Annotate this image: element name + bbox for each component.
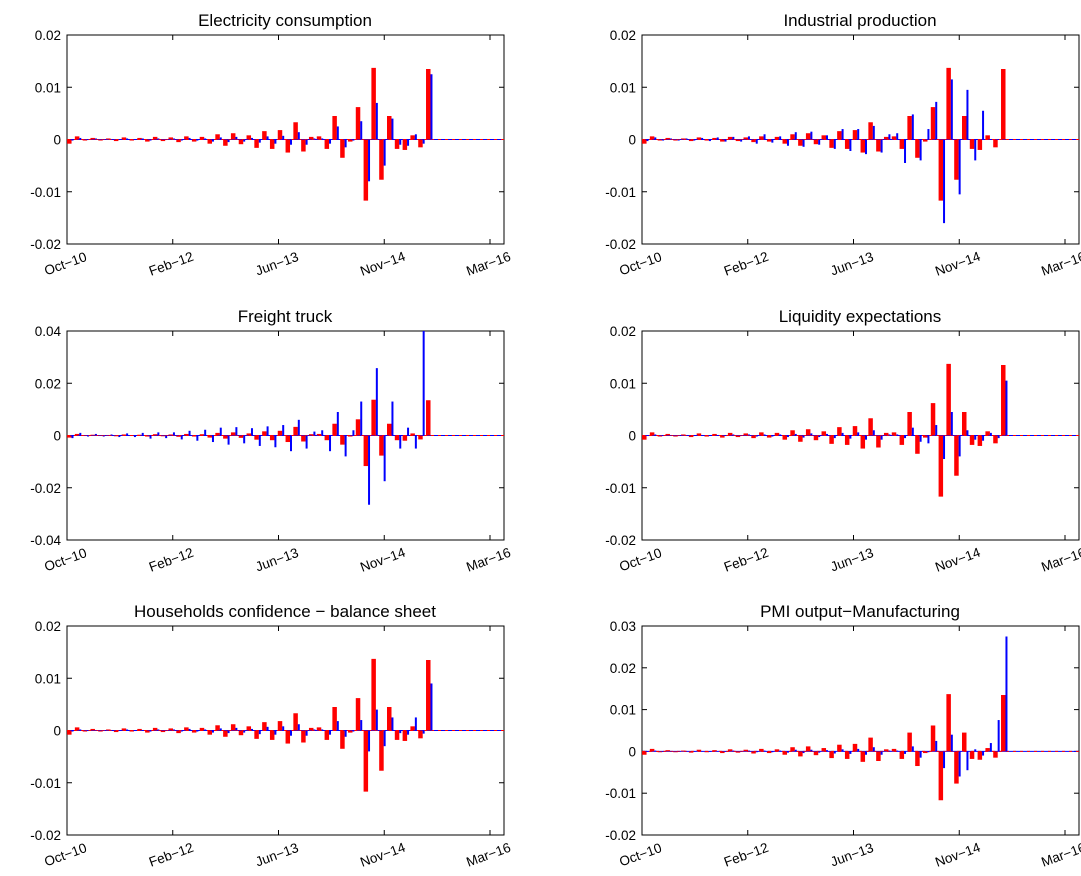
- chart-2: Industrial production -0.02 -0.01 0 0.01 0.0…: [605, 11, 1081, 279]
- x-tick-label: Feb−12: [147, 249, 196, 279]
- y-tick-label: -0.01: [605, 481, 636, 496]
- y-tick-label: -0.02: [605, 237, 636, 252]
- x-tick-label: Nov−14: [933, 840, 983, 870]
- chart-4: Liquidity expectations -0.02 -0.01 0 0.01 0.…: [605, 307, 1081, 575]
- x-tick-label: Feb−12: [722, 249, 771, 279]
- x-tick-label: Mar−16: [464, 545, 513, 575]
- y-tick-label: -0.02: [605, 828, 636, 843]
- x-tick-label: Oct−10: [42, 249, 88, 278]
- y-tick-label: 0: [628, 744, 636, 759]
- x-tick-label: Jun−13: [828, 545, 875, 574]
- chart-3: Freight truck -0.04 -0.02 0 0.02 0.04 Oct−10 F…: [30, 307, 512, 575]
- y-tick-label: 0.01: [610, 703, 636, 718]
- x-tick-label: Oct−10: [617, 249, 663, 278]
- x-tick-label: Mar−16: [464, 840, 513, 870]
- y-tick-label: 0.01: [35, 671, 61, 686]
- x-tick-label: Jun−13: [253, 545, 300, 574]
- x-tick-label: Mar−16: [1039, 249, 1081, 279]
- y-tick-label: -0.02: [30, 828, 61, 843]
- y-tick-label: 0.02: [610, 28, 636, 43]
- x-tick-label: Nov−14: [358, 840, 408, 870]
- x-tick-label: Nov−14: [933, 249, 983, 279]
- y-tick-label: 0.02: [35, 619, 61, 634]
- y-tick-label: -0.01: [605, 185, 636, 200]
- chart-6: PMI output−Manufacturing -0.02 -0.01 0 0.01…: [605, 602, 1081, 870]
- y-tick-label: -0.02: [30, 237, 61, 252]
- chart-title: Freight truck: [238, 307, 333, 326]
- y-tick-label: -0.01: [30, 776, 61, 791]
- chart-title: Industrial production: [783, 11, 936, 30]
- x-tick-label: Jun−13: [828, 249, 875, 278]
- y-tick-label: 0.02: [610, 324, 636, 339]
- y-tick-label: 0.02: [610, 661, 636, 676]
- axes-box: [641, 625, 1080, 836]
- chart-title: PMI output−Manufacturing: [760, 602, 960, 621]
- y-tick-label: 0.02: [35, 376, 61, 391]
- y-tick-label: 0.01: [610, 376, 636, 391]
- y-tick-label: 0: [53, 724, 61, 739]
- y-tick-label: -0.02: [605, 533, 636, 548]
- x-tick-label: Mar−16: [464, 249, 513, 279]
- x-tick-label: Nov−14: [358, 249, 408, 279]
- x-tick-label: Oct−10: [617, 545, 663, 574]
- x-tick-label: Jun−13: [828, 840, 875, 869]
- x-tick-label: Oct−10: [42, 840, 88, 869]
- x-tick-label: Oct−10: [617, 840, 663, 869]
- x-tick-label: Feb−12: [722, 840, 771, 870]
- y-tick-label: 0.02: [35, 28, 61, 43]
- y-tick-label: 0: [628, 133, 636, 148]
- chart-1: Electricity consumption -0.02 -0.01 0 0.01 0…: [30, 11, 512, 279]
- x-tick-label: Oct−10: [42, 545, 88, 574]
- chart-title: Liquidity expectations: [779, 307, 942, 326]
- y-tick-label: 0: [53, 133, 61, 148]
- chart-5: Households confidence − balance sheet -0…: [30, 602, 512, 870]
- x-tick-label: Feb−12: [147, 545, 196, 575]
- y-tick-label: 0.04: [35, 324, 62, 339]
- y-tick-label: 0.03: [610, 619, 636, 634]
- y-tick-label: 0.01: [35, 80, 61, 95]
- y-tick-label: -0.01: [30, 185, 61, 200]
- y-tick-label: 0: [628, 429, 636, 444]
- y-tick-label: 0.01: [610, 80, 636, 95]
- x-tick-label: Nov−14: [933, 545, 983, 575]
- x-tick-label: Nov−14: [358, 545, 408, 575]
- x-tick-label: Jun−13: [253, 249, 300, 278]
- x-tick-label: Mar−16: [1039, 545, 1081, 575]
- chart-title: Electricity consumption: [198, 11, 372, 30]
- x-tick-label: Feb−12: [147, 840, 196, 870]
- x-tick-label: Feb−12: [722, 545, 771, 575]
- chart-title: Households confidence − balance sheet: [134, 602, 436, 621]
- x-tick-label: Jun−13: [253, 840, 300, 869]
- y-tick-label: -0.04: [30, 533, 61, 548]
- y-tick-label: -0.01: [605, 786, 636, 801]
- y-tick-label: 0: [53, 429, 61, 444]
- x-tick-label: Mar−16: [1039, 840, 1081, 870]
- y-tick-label: -0.02: [30, 481, 61, 496]
